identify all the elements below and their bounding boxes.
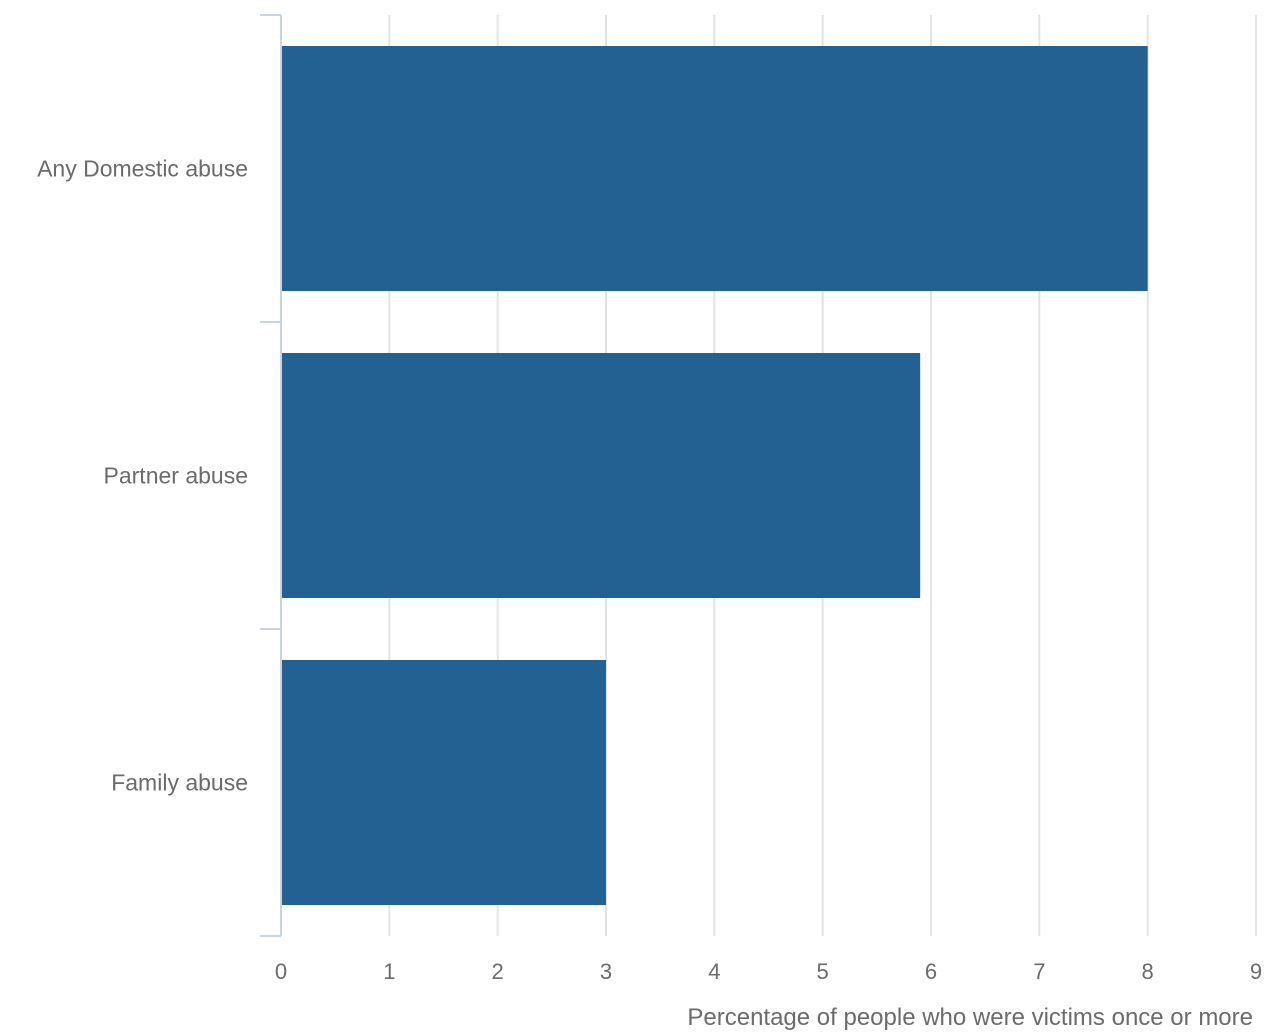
x-tick-labels: 0 1 2 3 4 5 6 7 8 9: [275, 959, 1262, 984]
x-tick-label-8: 8: [1142, 959, 1154, 984]
x-tick-label-9: 9: [1250, 959, 1262, 984]
x-axis-title: Percentage of people who were victims on…: [687, 1004, 1253, 1031]
category-labels: Any Domestic abuse Partner abuse Family ab…: [37, 156, 248, 796]
x-tick-label-3: 3: [600, 959, 612, 984]
x-tick-label-7: 7: [1033, 959, 1045, 984]
bar-any-domestic-abuse: [281, 46, 1148, 291]
bar-partner-abuse: [281, 353, 921, 598]
category-label-partner-abuse: Partner abuse: [104, 463, 248, 489]
category-label-any-domestic-abuse: Any Domestic abuse: [37, 156, 248, 182]
y-axis: [260, 14, 282, 937]
bar-family-abuse: [281, 660, 606, 905]
x-tick-label-2: 2: [492, 959, 504, 984]
category-label-family-abuse: Family abuse: [111, 770, 248, 796]
x-tick-label-4: 4: [708, 959, 720, 984]
x-tick-label-5: 5: [817, 959, 829, 984]
x-tick-label-0: 0: [275, 959, 287, 984]
x-tick-label-6: 6: [925, 959, 937, 984]
bars: [281, 46, 1148, 905]
x-tick-label-1: 1: [383, 959, 395, 984]
